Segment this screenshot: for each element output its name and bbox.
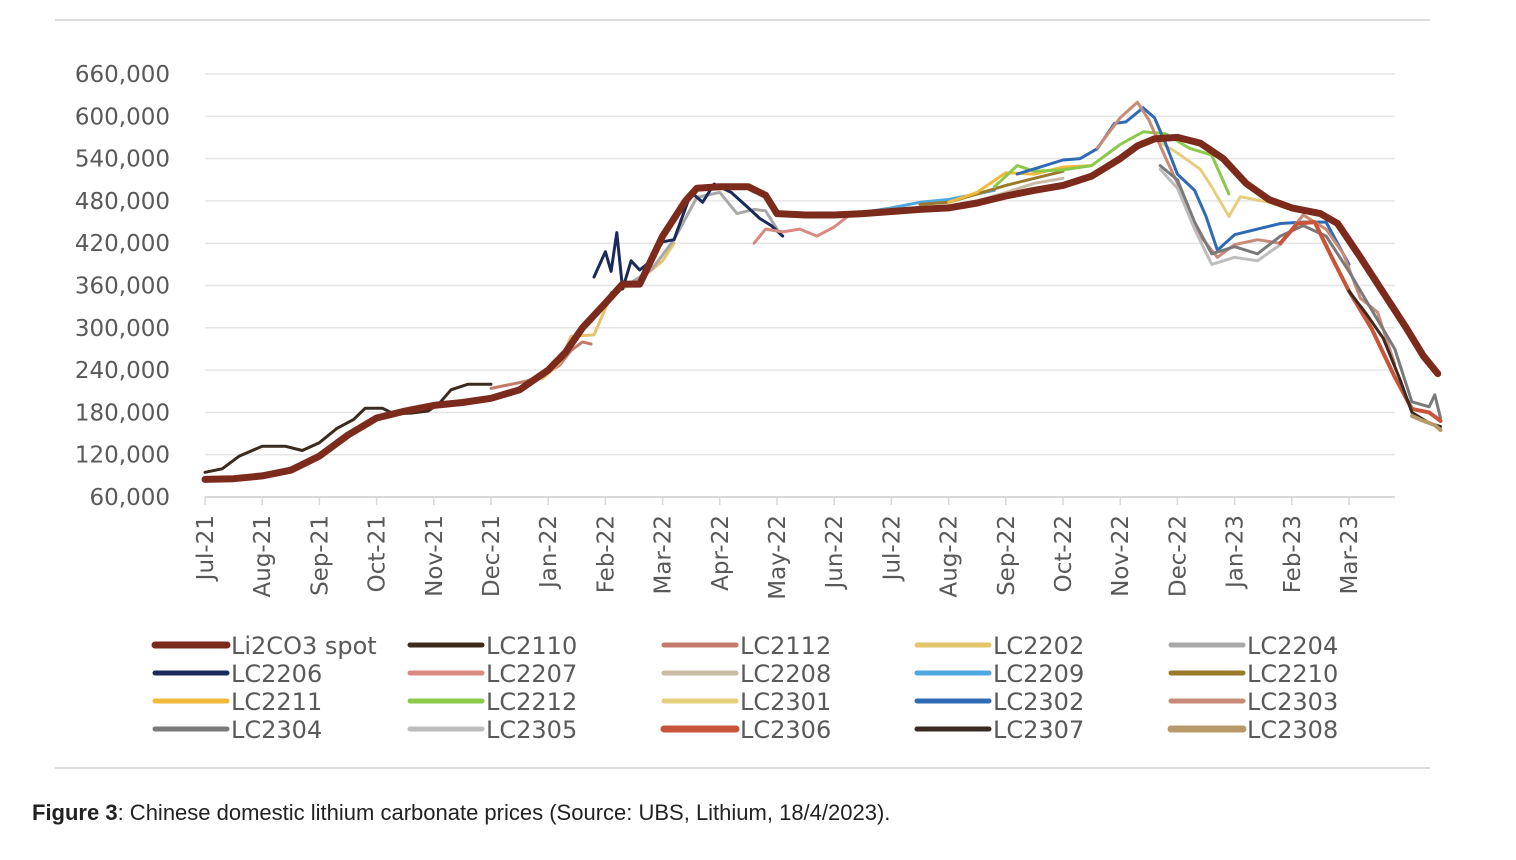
figure-caption: Figure 3: Chinese domestic lithium carbo… [32, 800, 890, 826]
series-line-lc2110 [203, 382, 493, 474]
legend-label: LC2301 [740, 688, 831, 716]
x-tick-label: Mar-22 [651, 515, 677, 595]
series-line-lc2302 [1015, 106, 1351, 266]
x-tick-label: Nov-21 [422, 515, 448, 597]
x-tick-label: Feb-22 [593, 515, 619, 593]
y-tick-label: 420,000 [75, 231, 170, 257]
y-tick-label: 600,000 [75, 104, 170, 130]
x-tick-label: Mar-23 [1337, 515, 1363, 595]
legend-label: LC2303 [1247, 688, 1338, 716]
series-line-lc2305 [1158, 167, 1282, 266]
x-tick-label: Dec-21 [479, 515, 505, 597]
legend-label: LC2110 [486, 632, 577, 660]
x-tick-label: Jun-22 [822, 515, 848, 591]
legend-label: LC2305 [486, 716, 577, 744]
legend-label: LC2308 [1247, 716, 1338, 744]
y-tick-label: 480,000 [75, 189, 170, 215]
legend: Li2CO3 spot LC2110 LC2112 LC2202 LC2204 LC220… [151, 632, 1338, 744]
series-line-li2co3-spot [201, 133, 1442, 483]
legend-label: Li2CO3 spot [231, 632, 377, 660]
x-tick-label: Jul-21 [193, 515, 219, 582]
series-line-lc2112 [489, 340, 593, 390]
legend-label: LC2112 [740, 632, 831, 660]
x-tick-label: Aug-21 [250, 515, 276, 597]
x-tick-label: Jan-22 [536, 515, 562, 590]
series-line-lc2308 [1409, 413, 1443, 432]
y-tick-label: 180,000 [75, 400, 170, 426]
figure-label: Figure 3 [32, 800, 118, 825]
x-tick-label: Jul-22 [879, 515, 905, 582]
line-chart: 60,000 120,000 180,000 240,000 300,000 360,00… [55, 19, 1443, 769]
x-axis-ticks: Jul-21 Aug-21 Sep-21 Oct-21 Nov-21 Dec-21 Jan-… [193, 497, 1363, 600]
legend-label: LC2211 [231, 688, 322, 716]
y-tick-label: 660,000 [75, 62, 170, 88]
x-tick-label: Apr-22 [708, 515, 734, 591]
x-tick-label: Oct-21 [365, 515, 391, 592]
legend-label: LC2304 [231, 716, 322, 744]
x-tick-label: Dec-22 [1165, 515, 1191, 597]
x-tick-label: May-22 [765, 515, 791, 600]
legend-label: LC2204 [1247, 632, 1338, 660]
legend-label: LC2210 [1247, 660, 1338, 688]
x-tick-label: Sep-21 [307, 515, 333, 596]
legend-label: LC2212 [486, 688, 577, 716]
series-lines [201, 100, 1443, 483]
series-line-lc2306 [1278, 220, 1443, 423]
y-tick-label: 540,000 [75, 147, 170, 173]
legend-label: LC2306 [740, 716, 831, 744]
legend-label: LC2202 [993, 632, 1084, 660]
x-tick-label: Feb-23 [1280, 515, 1306, 593]
y-tick-label: 120,000 [75, 443, 170, 469]
series-line-lc2210 [918, 169, 1065, 206]
x-tick-label: Sep-22 [994, 515, 1020, 596]
series-line-lc2304 [1158, 164, 1442, 420]
legend-label: LC2307 [993, 716, 1084, 744]
x-tick-label: Aug-22 [937, 515, 963, 597]
legend-label: LC2209 [993, 660, 1084, 688]
series-line-lc2206 [592, 182, 785, 291]
x-tick-label: Oct-22 [1051, 515, 1077, 592]
legend-label: LC2206 [231, 660, 322, 688]
x-tick-label: Nov-22 [1108, 515, 1134, 597]
y-axis-ticks: 60,000 120,000 180,000 240,000 300,000 360,00… [75, 62, 170, 511]
y-tick-label: 300,000 [75, 316, 170, 342]
grid-lines [205, 73, 1395, 498]
y-tick-label: 360,000 [75, 274, 170, 300]
y-tick-label: 60,000 [90, 485, 170, 511]
y-tick-label: 240,000 [75, 358, 170, 384]
series-line-lc2303 [1095, 100, 1397, 366]
legend-label: LC2208 [740, 660, 831, 688]
legend-label: LC2302 [993, 688, 1084, 716]
x-tick-label: Jan-23 [1223, 515, 1249, 590]
figure-caption-text: : Chinese domestic lithium carbonate pri… [117, 800, 891, 825]
legend-label: LC2207 [486, 660, 577, 688]
